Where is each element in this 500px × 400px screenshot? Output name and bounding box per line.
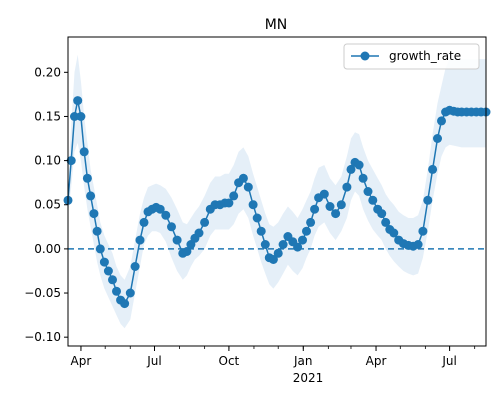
growth-rate-point xyxy=(92,226,102,236)
growth-rate-point xyxy=(108,275,117,285)
confidence-band xyxy=(68,54,486,329)
growth-rate-point xyxy=(306,217,316,227)
growth-rate-point xyxy=(381,217,391,227)
growth-rate-point xyxy=(377,209,387,219)
chart-title: MN xyxy=(265,17,288,33)
x-year-label: 2021 xyxy=(293,371,324,385)
growth-rate-point xyxy=(243,182,253,192)
growth-rate-point xyxy=(194,228,204,238)
legend-box xyxy=(343,43,480,70)
growth-rate-point xyxy=(112,286,121,296)
growth-rate-point xyxy=(182,247,192,256)
y-tick-label: −0.05 xyxy=(24,286,61,300)
growth-rate-point xyxy=(155,204,165,214)
growth-rate-point xyxy=(278,240,288,249)
growth-rate-point xyxy=(256,226,266,236)
growth-rate-point xyxy=(325,202,335,211)
growth-rate-point xyxy=(354,160,364,170)
growth-rate-point xyxy=(310,204,320,214)
y-tick-label: 0.15 xyxy=(34,109,61,123)
growth-rate-point xyxy=(342,182,352,192)
y-axis: −0.10 −0.05 0.00 0.05 0.10 0.15 0.20 xyxy=(24,65,68,344)
growth-rate-point xyxy=(82,173,92,183)
growth-rate-point xyxy=(437,116,446,126)
growth-rate-point xyxy=(99,257,109,267)
growth-rate-point xyxy=(167,222,176,232)
y-tick-label: 0.00 xyxy=(34,242,61,256)
growth-rate-point xyxy=(139,217,149,227)
growth-rate-point xyxy=(238,173,248,183)
growth-rate-point xyxy=(89,209,99,219)
legend-marker-swatch xyxy=(360,51,370,61)
growth-rate-point xyxy=(135,235,145,245)
growth-rate-point xyxy=(433,134,442,143)
growth-rate-point xyxy=(319,189,329,199)
growth-rate-point xyxy=(252,213,262,223)
growth-rate-point xyxy=(273,248,283,258)
growth-rate-point xyxy=(331,209,341,219)
growth-rate-point xyxy=(73,96,83,106)
growth-rate-point xyxy=(79,147,89,157)
growth-rate-point xyxy=(66,156,76,166)
growth-rate-point xyxy=(268,255,278,264)
growth-rate-point xyxy=(298,235,307,245)
y-tick-label: 0.20 xyxy=(34,65,61,79)
x-tick-label: Jan xyxy=(293,354,313,368)
growth-rate-point xyxy=(161,210,171,220)
x-tick-label: Jul xyxy=(146,354,161,368)
legend: growth_rate xyxy=(343,43,480,70)
growth-rate-point xyxy=(389,228,399,238)
y-tick-label: −0.10 xyxy=(24,330,61,344)
growth-rate-point xyxy=(293,242,303,252)
legend-label-growth-rate: growth_rate xyxy=(389,49,461,63)
x-tick-label: Oct xyxy=(219,354,240,368)
x-tick-label: Jul xyxy=(441,354,456,368)
growth-rate-point xyxy=(224,198,234,208)
growth-rate-point xyxy=(120,299,130,309)
growth-rate-point xyxy=(76,112,86,121)
growth-rate-point xyxy=(229,191,239,201)
growth-rate-point xyxy=(363,187,373,196)
growth-rate-point xyxy=(260,240,270,249)
growth-rate-point xyxy=(336,200,346,210)
growth-rate-point xyxy=(413,240,423,249)
growth-rate-point xyxy=(70,112,79,121)
growth-rate-point xyxy=(200,217,210,227)
y-tick-label: 0.10 xyxy=(34,154,61,168)
y-tick-label: 0.05 xyxy=(34,198,61,212)
growth-rate-point xyxy=(418,226,428,236)
plot-area xyxy=(63,54,491,329)
growth-rate-point xyxy=(248,200,258,210)
growth-rate-point xyxy=(302,226,311,236)
growth-rate-point xyxy=(358,173,368,183)
growth-rate-point xyxy=(172,235,182,245)
growth-rate-point xyxy=(125,288,135,298)
growth-rate-point xyxy=(103,266,113,276)
axes-frame xyxy=(67,36,487,347)
growth-rate-point xyxy=(130,262,140,271)
growth-rate-point xyxy=(346,164,356,174)
growth-rate-point xyxy=(428,164,438,174)
growth-rate-point xyxy=(423,195,433,205)
growth-rate-point xyxy=(368,195,378,205)
x-axis: Apr Jul Oct Jan Apr Jul xyxy=(71,346,476,368)
x-tick-label: Apr xyxy=(366,354,387,368)
growth-rate-point xyxy=(95,244,105,254)
growth-rate-point xyxy=(86,191,96,201)
x-tick-label: Apr xyxy=(71,354,92,368)
